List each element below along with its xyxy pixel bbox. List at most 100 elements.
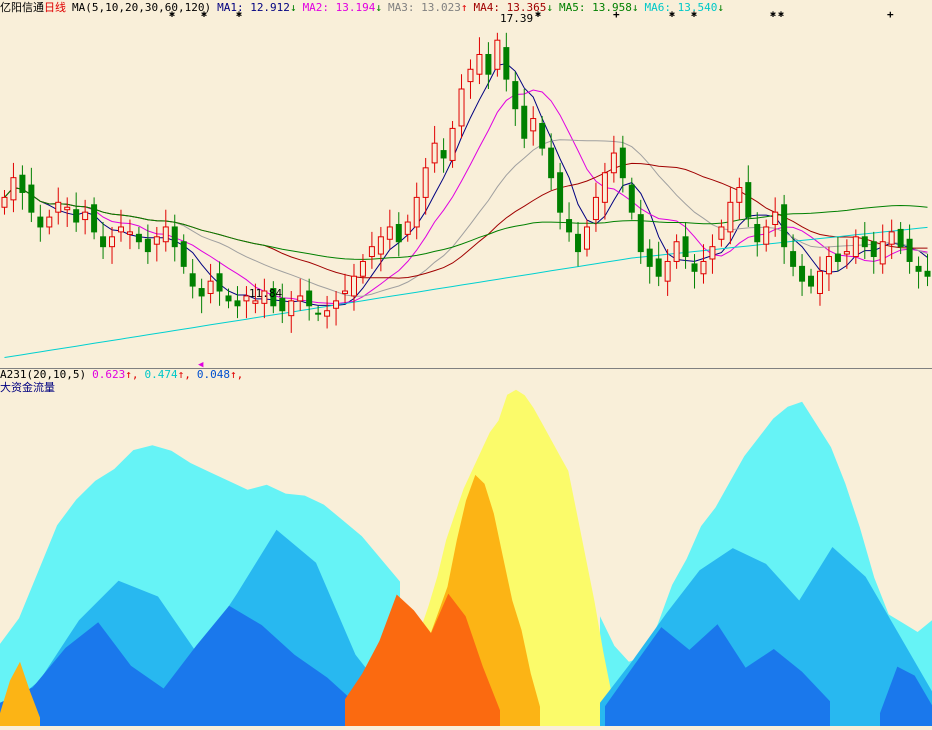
candle-body <box>763 226 770 245</box>
candle-body <box>691 263 698 272</box>
candle-body <box>55 201 62 213</box>
candle-body <box>476 53 483 75</box>
candle-body <box>816 270 823 294</box>
candle-body <box>808 275 815 287</box>
ma-header: 亿阳信通日线 MA(5,10,20,30,60,120) MA1: 12.912↓ M… <box>0 1 730 14</box>
indicator-params-label: A231(20,10,5) <box>0 368 87 381</box>
candle-body <box>144 238 151 253</box>
ma-value-2: MA2: 13.194↓ <box>302 1 383 14</box>
candle-body <box>727 201 734 233</box>
candle-body <box>521 105 528 139</box>
candle-body <box>162 226 169 243</box>
candle-body <box>834 253 841 262</box>
candle-body <box>37 216 44 228</box>
candle-body <box>46 216 53 228</box>
candle-body <box>449 127 456 161</box>
candle-body <box>324 310 331 317</box>
candle-body <box>422 167 429 198</box>
ma-value-4: MA4: 13.365↓ <box>473 1 554 14</box>
ma-arrow-3: ↑ <box>460 1 468 14</box>
candle-body <box>888 231 895 245</box>
period-label: 日线 <box>44 1 66 14</box>
signal-plus-marker: + <box>887 8 894 21</box>
flow-area-blue-right <box>605 624 830 726</box>
ma-value-1: MA1: 12.912↓ <box>217 1 297 14</box>
candle-body <box>575 233 582 253</box>
candle-body <box>368 246 375 258</box>
indicator-title: 大资金流量 <box>0 381 55 394</box>
candle-body <box>879 241 886 265</box>
candle-body <box>270 288 277 307</box>
candle-body <box>91 204 98 233</box>
candle-body <box>180 241 187 267</box>
ma-arrow-1: ↓ <box>289 1 297 14</box>
candle-body <box>718 226 725 240</box>
candle-body <box>342 290 349 294</box>
ma-arrow-4: ↓ <box>546 1 554 14</box>
candle-body <box>153 236 160 245</box>
candle-body <box>539 122 546 149</box>
candle-body <box>646 248 653 267</box>
signal-star-marker: ✱ <box>201 9 208 20</box>
signal-star-marker: ✱ <box>669 9 676 20</box>
candle-body <box>117 226 124 233</box>
candle-body <box>637 214 644 253</box>
flow-area-blue-end <box>880 666 932 726</box>
signal-star-marker: ✱ <box>535 9 542 20</box>
candle-body <box>852 236 859 258</box>
candle-body <box>557 172 564 213</box>
candle-body <box>189 273 196 287</box>
candle-body <box>745 182 752 218</box>
candle-body <box>28 184 35 213</box>
candle-body <box>512 81 519 110</box>
candle-body <box>530 118 537 132</box>
indicator-values-group: 0.623↑, 0.474↑, 0.048↑, <box>92 368 249 381</box>
indicator-value-3: 0.048↑, <box>196 368 244 381</box>
candle-body <box>673 241 680 262</box>
candle-body <box>825 256 832 275</box>
candle-body <box>126 231 133 235</box>
ma-arrow-6: ↓ <box>717 1 724 14</box>
candle-body <box>359 260 366 277</box>
candle-body <box>404 221 411 235</box>
triangle-marker-icon: ◀ <box>198 360 204 370</box>
ma-line-2 <box>4 89 928 305</box>
low-price-label: 11.84 <box>249 287 283 300</box>
candle-body <box>924 270 931 277</box>
candle-body <box>736 187 743 203</box>
candle-body <box>799 265 806 282</box>
candle-body <box>700 260 707 275</box>
price-chart[interactable] <box>0 0 932 368</box>
candle-body <box>781 204 788 248</box>
candle-body <box>10 177 17 201</box>
candle-body <box>198 288 205 297</box>
ma-params-label: MA(5,10,20,30,60,120) <box>72 1 212 14</box>
candle-body <box>297 295 304 302</box>
ma-arrow-5: ↓ <box>631 1 639 14</box>
ma-values-group: MA1: 12.912↓ MA2: 13.194↓ MA3: 13.023↑ MA4:… <box>217 1 730 14</box>
candle-body <box>171 226 178 248</box>
candle-body <box>82 211 89 221</box>
flow-area-red-orange <box>345 593 500 726</box>
ma-line-6 <box>4 226 928 358</box>
candle-body <box>601 172 608 203</box>
candle-body <box>664 260 671 282</box>
candle-body <box>306 290 313 307</box>
stock-name: 亿阳信通 <box>0 1 44 14</box>
candle-body <box>109 236 116 248</box>
candle-body <box>100 236 107 248</box>
candle-body <box>386 226 393 240</box>
candle-body <box>234 300 241 307</box>
candle-body <box>467 68 474 83</box>
candle-body <box>135 233 142 243</box>
signal-star-marker: ✱ <box>770 9 777 20</box>
pane-divider[interactable] <box>0 368 932 369</box>
candle-body <box>897 228 904 248</box>
ma-arrow-2: ↓ <box>375 1 383 14</box>
candle-body <box>252 300 259 304</box>
flow-area-orange-left <box>0 661 40 726</box>
candle-body <box>225 295 232 302</box>
candle-body <box>216 273 223 292</box>
